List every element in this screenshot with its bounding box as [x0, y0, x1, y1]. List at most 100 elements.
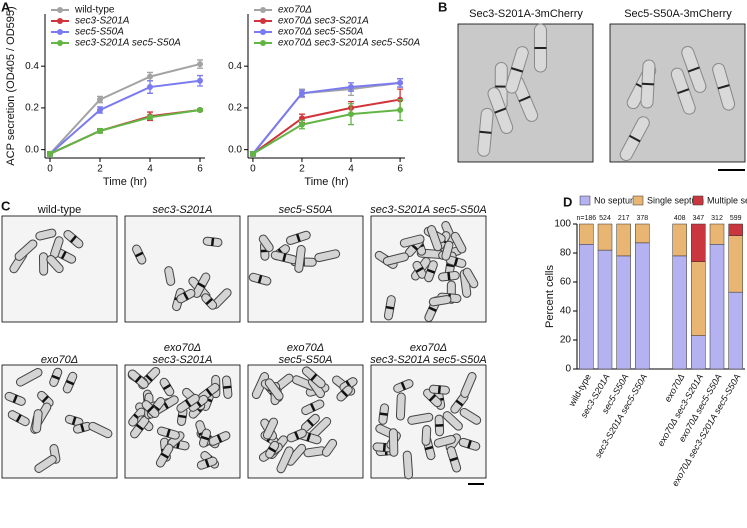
image-title: sec3-S201A: [153, 204, 213, 216]
image-title: exo70Δ: [41, 354, 78, 366]
legend-marker: [57, 7, 63, 13]
data-point: [97, 128, 103, 134]
cell: [429, 385, 450, 395]
image-title: exo70Δ: [410, 342, 447, 354]
y-tick-label: 0.4: [25, 61, 39, 72]
x-tick-label: 2: [97, 164, 103, 175]
image-title: sec3-S201A sec5-S50A: [370, 354, 486, 366]
legend-swatch: [693, 196, 703, 205]
x-axis-label: Time (hr): [304, 176, 348, 188]
x-axis-label: Time (hr): [103, 176, 147, 188]
image-title: sec5-S50A: [279, 354, 333, 366]
panel-label: C: [1, 198, 11, 213]
image-title: wild-type: [37, 204, 81, 216]
x-tick-label: 4: [147, 164, 153, 175]
n-label: 599: [730, 215, 742, 222]
legend-marker: [260, 18, 266, 24]
septum: [479, 132, 491, 133]
bar-segment: [598, 224, 612, 250]
cell-body: [396, 393, 405, 420]
data-point: [299, 90, 305, 96]
n-label: 312: [711, 215, 723, 222]
data-point: [397, 80, 403, 86]
data-point: [147, 84, 153, 90]
data-point: [97, 107, 103, 113]
septum: [178, 416, 186, 417]
cell: [534, 24, 546, 72]
bar-segment: [598, 250, 612, 369]
cell: [396, 393, 405, 420]
x-tick-label: 0: [47, 164, 53, 175]
septum: [223, 387, 231, 388]
image-title: Sec3-S201A-3mCherry: [469, 8, 583, 20]
legend-label: exo70Δ sec3-S201A: [278, 16, 369, 27]
y-tick-label: 0.4: [228, 61, 242, 72]
legend-marker: [57, 18, 63, 24]
image-title: Sec5-S50A-3mCherry: [624, 8, 732, 20]
n-label: n=186: [576, 215, 596, 222]
image-title: exo70Δ: [287, 342, 324, 354]
septum: [212, 238, 213, 246]
legend-label: exo70Δ sec3-S201A sec5-S50A: [278, 38, 420, 49]
bar-segment: [617, 256, 631, 369]
cell-body: [389, 429, 398, 457]
y-tick-label: 0: [565, 364, 571, 375]
y-tick-label: 60: [560, 277, 572, 288]
bar-segment: [691, 262, 705, 336]
septum: [448, 272, 449, 280]
septum: [439, 386, 440, 394]
image-title: exo70Δ: [164, 342, 201, 354]
series-line: [253, 83, 400, 154]
septum: [642, 84, 654, 85]
cell-body: [32, 409, 42, 433]
cell-body: [422, 425, 431, 445]
legend-label: sec3-S201A sec5-S50A: [75, 38, 181, 49]
x-tick-label: 2: [299, 164, 305, 175]
data-point: [299, 122, 305, 128]
cell: [641, 60, 656, 109]
y-tick-label: 0.0: [25, 144, 39, 155]
y-tick-label: 20: [560, 335, 572, 346]
cell: [438, 271, 460, 281]
legend-marker: [260, 7, 266, 13]
bar-segment: [691, 336, 705, 369]
data-point: [250, 151, 256, 157]
legend-swatch: [580, 196, 590, 205]
x-tick-label: 4: [348, 164, 354, 175]
legend-label: No septum: [594, 195, 638, 205]
septum: [384, 443, 385, 451]
series-line: [50, 110, 200, 154]
cell-body: [403, 451, 413, 479]
data-point: [397, 107, 403, 113]
y-axis-label: ACP secretion (OD405 / OD595): [5, 6, 17, 165]
n-label: 378: [636, 215, 648, 222]
septum: [380, 414, 388, 415]
legend-label: wild-type: [74, 5, 115, 16]
n-label: 408: [674, 215, 686, 222]
panel-label: D: [563, 194, 572, 209]
cell: [403, 451, 413, 479]
series-line: [253, 110, 400, 154]
y-axis-label: Percent cells: [544, 265, 556, 328]
micrograph: [125, 216, 240, 322]
legend-label: exo70Δ: [278, 5, 312, 16]
legend-marker: [260, 40, 266, 46]
series-line: [253, 83, 400, 154]
cell: [222, 376, 232, 399]
data-point: [97, 97, 103, 103]
bar-segment: [635, 224, 649, 243]
legend-label: sec3-S201A: [75, 16, 130, 27]
legend-label: exo70Δ sec5-S50A: [278, 27, 364, 38]
bar-segment: [673, 224, 687, 256]
bar-segment: [710, 244, 724, 369]
bar-segment: [673, 256, 687, 369]
data-point: [348, 111, 354, 117]
cell-body: [39, 253, 47, 275]
n-label: 524: [599, 215, 611, 222]
data-point: [197, 107, 203, 113]
y-tick-label: 0.2: [25, 103, 39, 114]
legend-label: sec5-S50A: [75, 27, 124, 38]
bar-segment: [579, 224, 593, 244]
cell: [435, 415, 444, 436]
